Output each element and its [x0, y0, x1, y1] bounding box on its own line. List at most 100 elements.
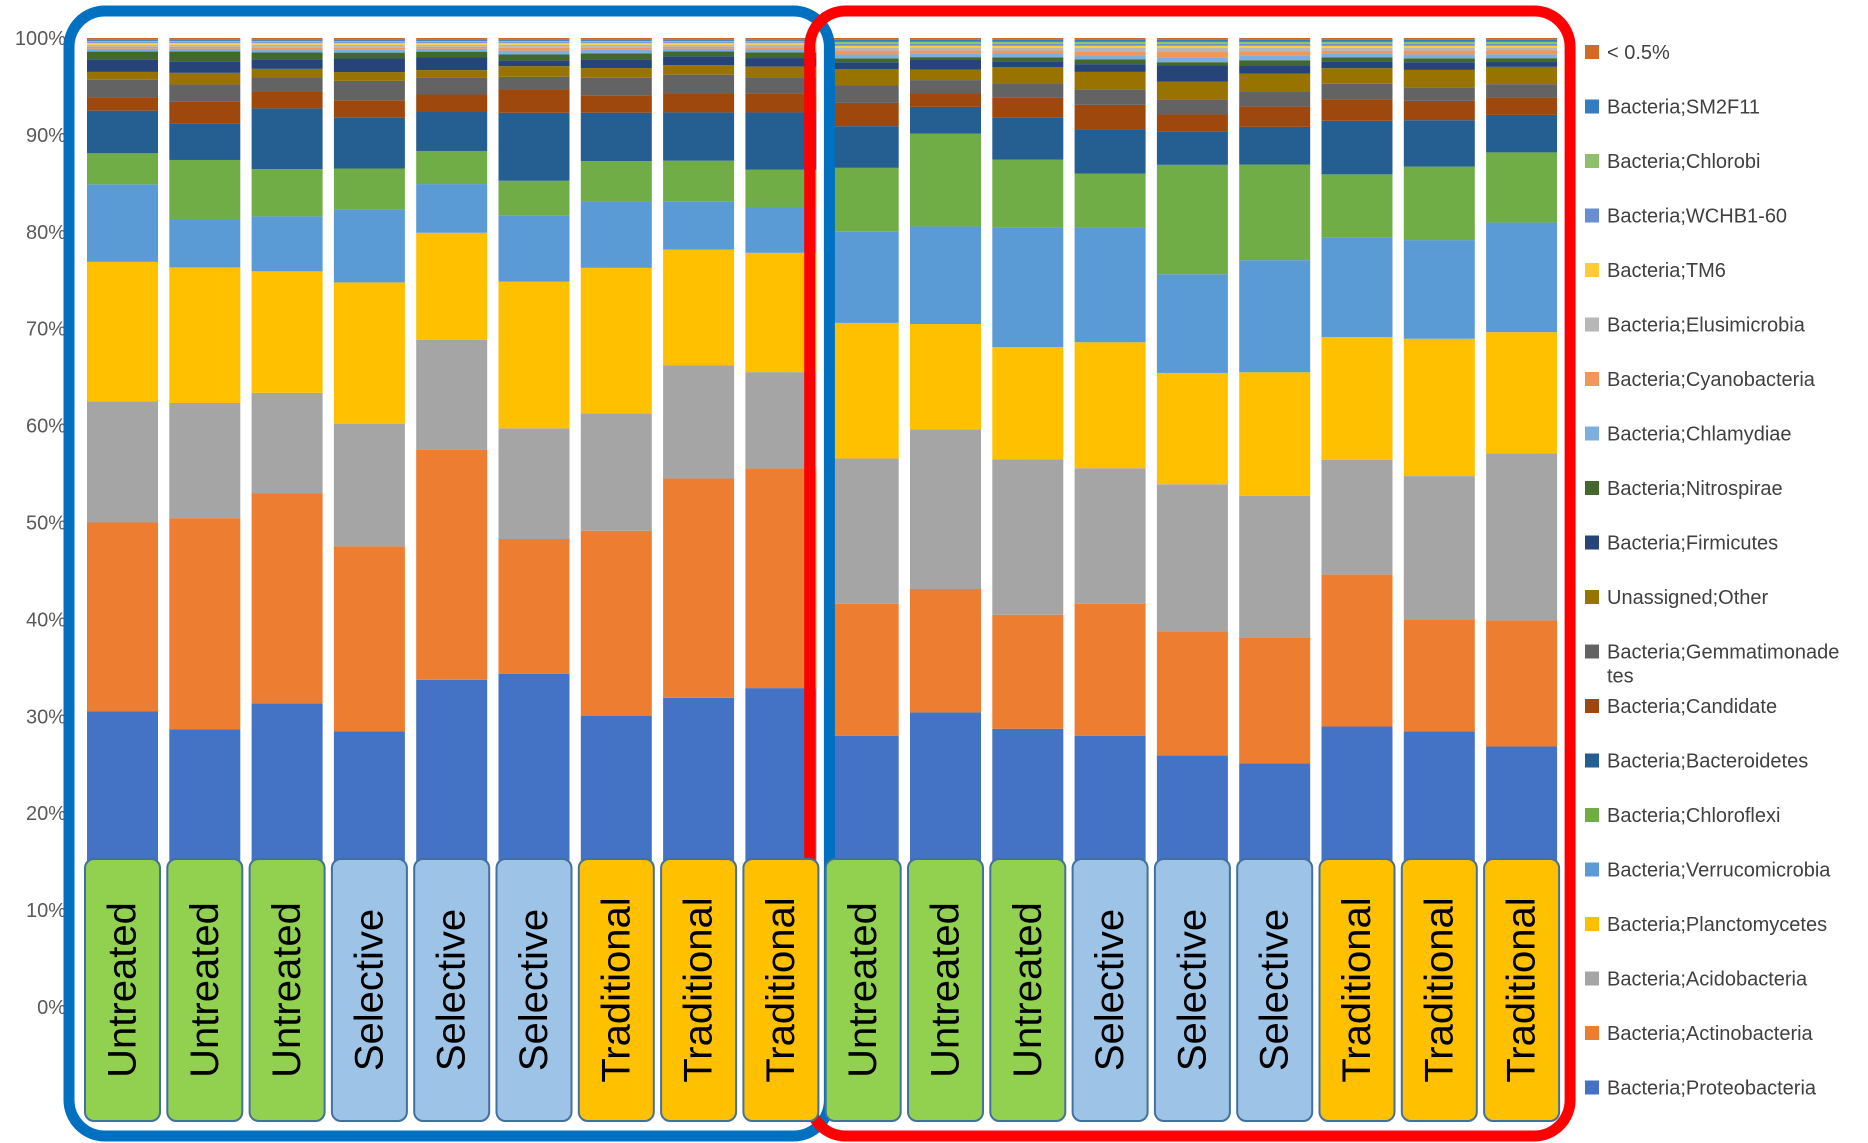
- bar-segment: [498, 50, 570, 55]
- bar-segment: [910, 53, 981, 58]
- bar-segment: [1074, 89, 1146, 105]
- bar-segment: [580, 95, 652, 113]
- bar-segment: [827, 47, 899, 51]
- legend-swatch: [1585, 426, 1599, 441]
- legend-label: Bacteria;WCHB1-60: [1607, 206, 1787, 228]
- bar-segment: [1074, 468, 1146, 604]
- bar-segment: [663, 112, 735, 161]
- bar-segment: [992, 47, 1064, 51]
- bar-segment: [169, 38, 241, 40]
- bar-segment: [1403, 43, 1475, 46]
- bar-segment: [1074, 43, 1146, 46]
- bar-segment: [169, 40, 241, 42]
- bar-segment: [498, 42, 570, 45]
- y-axis: 0% 10% 20% 30% 40% 50% 60% 70% 80% 90% 100%: [15, 28, 66, 1019]
- bar-segment: [169, 402, 241, 519]
- bar-segment: [169, 219, 241, 268]
- bar-segment: [1239, 106, 1311, 127]
- bar-segment: [1486, 58, 1558, 63]
- bar-segment: [416, 46, 488, 49]
- bar-segment: [992, 41, 1064, 44]
- y-tick-label: 100%: [15, 28, 66, 50]
- category-label: Untreated: [183, 902, 227, 1078]
- category-label: Untreated: [265, 902, 309, 1078]
- legend: < 0.5% Bacteria;SM2F11 Bacteria;Chlorobi Ba…: [1585, 42, 1839, 1100]
- bar-segment: [1239, 45, 1311, 48]
- bar-segment: [416, 44, 488, 47]
- bar-segment: [827, 322, 899, 459]
- bar-segment: [1239, 73, 1311, 92]
- bar-segment: [1486, 222, 1558, 333]
- bar-segment: [663, 40, 735, 42]
- bar-segment: [745, 66, 817, 78]
- bar-segment: [910, 93, 981, 107]
- bar-segment: [169, 39, 241, 41]
- category-label-box: [1236, 858, 1314, 1122]
- bar-segment: [251, 59, 323, 69]
- legend-swatch: [1585, 99, 1599, 114]
- bar-segment: [580, 77, 652, 96]
- bar-segment: [1486, 84, 1558, 98]
- bar-segment: [1321, 61, 1393, 69]
- bar-segment: [333, 42, 405, 45]
- bar-segment: [745, 40, 817, 42]
- bar-segment: [1403, 100, 1475, 121]
- bar-segment: [169, 267, 241, 403]
- bar-segment: [1239, 38, 1311, 40]
- bar-segment: [169, 44, 241, 47]
- bar-segment: [498, 39, 570, 41]
- bar-segment: [416, 40, 488, 42]
- legend-swatch: [1585, 699, 1599, 713]
- bar-segment: [333, 80, 405, 101]
- bar-segment: [1074, 64, 1146, 72]
- bar-segment: [827, 54, 899, 59]
- bar-segment: [333, 546, 405, 732]
- bar-segment: [745, 44, 817, 48]
- bar-segment: [992, 61, 1064, 67]
- bar-segment: [910, 47, 981, 51]
- bar-segment: [1156, 81, 1228, 100]
- bar-segment: [1321, 57, 1393, 62]
- bar-segment: [827, 69, 899, 86]
- bar-segment: [745, 39, 817, 41]
- category-label: Untreated: [924, 902, 968, 1078]
- bar-segment: [1486, 38, 1558, 40]
- bar-segment: [416, 184, 488, 233]
- bar-segment: [169, 518, 241, 730]
- bar-segment: [992, 53, 1064, 58]
- bar-segment: [910, 324, 981, 430]
- bar-segment: [498, 215, 570, 282]
- bar-segment: [910, 69, 981, 81]
- bar-segment: [1486, 45, 1558, 48]
- bar-segment: [745, 47, 817, 50]
- bar-segment: [1403, 39, 1475, 42]
- bar-segment: [169, 101, 241, 124]
- category-label-box: [330, 858, 408, 1122]
- bar-segment: [580, 38, 652, 40]
- category-label: Selective: [512, 909, 556, 1071]
- bar-segment: [1156, 57, 1228, 63]
- bar-segment: [1156, 41, 1228, 44]
- legend-swatch: [1585, 535, 1599, 550]
- bar-segment: [1321, 43, 1393, 46]
- bar-segment: [416, 150, 488, 185]
- bar-segment: [1239, 51, 1311, 56]
- bar-segment: [1239, 39, 1311, 42]
- bar-segment: [827, 41, 899, 44]
- bar-segment: [1239, 372, 1311, 496]
- bar-segment: [910, 60, 981, 70]
- category-label-box: [166, 858, 244, 1122]
- bar-segment: [169, 46, 241, 49]
- legend-label: Bacteria;Firmicutes: [1607, 533, 1778, 555]
- bar-segment: [87, 38, 158, 40]
- bar-segment: [827, 50, 899, 55]
- bar-segment: [1486, 62, 1558, 67]
- bar-segment: [992, 43, 1064, 46]
- bar-segment: [1321, 39, 1393, 42]
- bar-segment: [416, 77, 488, 95]
- bar-segment: [827, 458, 899, 604]
- category-label: Selective: [347, 909, 391, 1071]
- bar-segment: [910, 57, 981, 61]
- bar-segment: [333, 209, 405, 283]
